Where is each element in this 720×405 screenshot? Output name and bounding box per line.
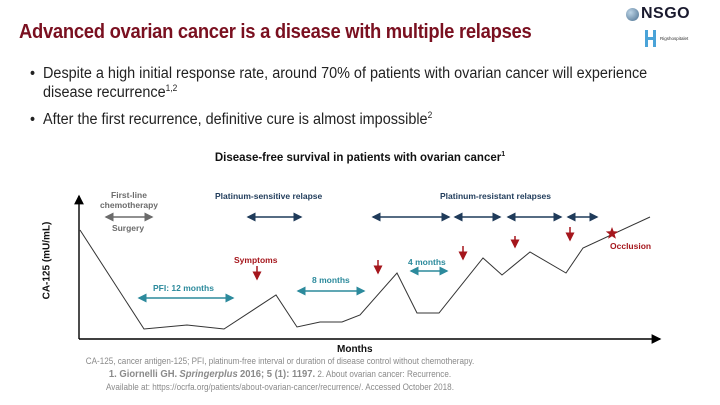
abbreviations-footnote: CA-125, cancer antigen-125; PFI, platinu… [85, 356, 475, 366]
ref2-title: 2. About ovarian cancer: Recurrence. [317, 369, 452, 379]
diagram-title: Disease-free survival in patients with o… [0, 151, 720, 164]
bullet-text: After the first recurrence, definitive c… [43, 111, 428, 128]
rigshospitalet-logo-text: Rigshospitalet [660, 36, 689, 41]
citation-sup: 1 [501, 151, 506, 158]
eight-months-label: 8 months [312, 275, 350, 285]
references-line1: 1. Giornelli GH. Springerplus 2016; 5 (1… [28, 368, 532, 380]
first-line-label-line1: First-line [111, 190, 147, 200]
pfi-label: PFI: 12 months [153, 283, 214, 293]
nsgo-logo-text: NSGO [641, 5, 691, 22]
bullet-item: After the first recurrence, definitive c… [30, 110, 662, 129]
bullet-text: Despite a high initial response rate, ar… [43, 65, 648, 101]
x-axis-label: Months [337, 344, 373, 355]
four-months-label: 4 months [408, 257, 446, 267]
globe-icon [626, 7, 639, 21]
bullet-item: Despite a high initial response rate, ar… [30, 64, 662, 102]
ref1-citation: 2016; 5 (1): 1197. [239, 368, 316, 380]
slide-title: Advanced ovarian cancer is a disease wit… [19, 21, 532, 43]
ref1-journal: Springerplus [179, 368, 238, 380]
symptoms-label: Symptoms [234, 255, 278, 265]
first-line-label: First-line chemotherapy [96, 190, 162, 210]
occlusion-star-icon [605, 227, 619, 239]
surgery-label: Surgery [111, 223, 145, 233]
occlusion-label: Occlusion [610, 241, 652, 251]
platinum-resistant-label: Platinum-resistant relapses [440, 191, 552, 201]
citation-sup: 1,2 [165, 82, 178, 93]
ca125-trajectory-line [79, 216, 651, 330]
bullet-list: Despite a high initial response rate, ar… [30, 64, 662, 137]
ref1-author: 1. Giornelli GH. [108, 368, 178, 380]
y-axis-label: CA-125 (mU/mL) [41, 221, 53, 300]
platinum-sensitive-label: Platinum-sensitive relapse [215, 191, 323, 201]
nsgo-logo: NSGO [626, 5, 690, 23]
references-line2: Available at: https://ocrfa.org/patients… [106, 382, 454, 392]
rigshospitalet-logo: Rigshospitalet [645, 30, 688, 47]
citation-sup: 2 [427, 109, 433, 120]
diagram-title-text: Disease-free survival in patients with o… [214, 151, 502, 164]
first-line-label-line2: chemotherapy [99, 200, 159, 210]
hospital-h-icon [645, 30, 656, 47]
